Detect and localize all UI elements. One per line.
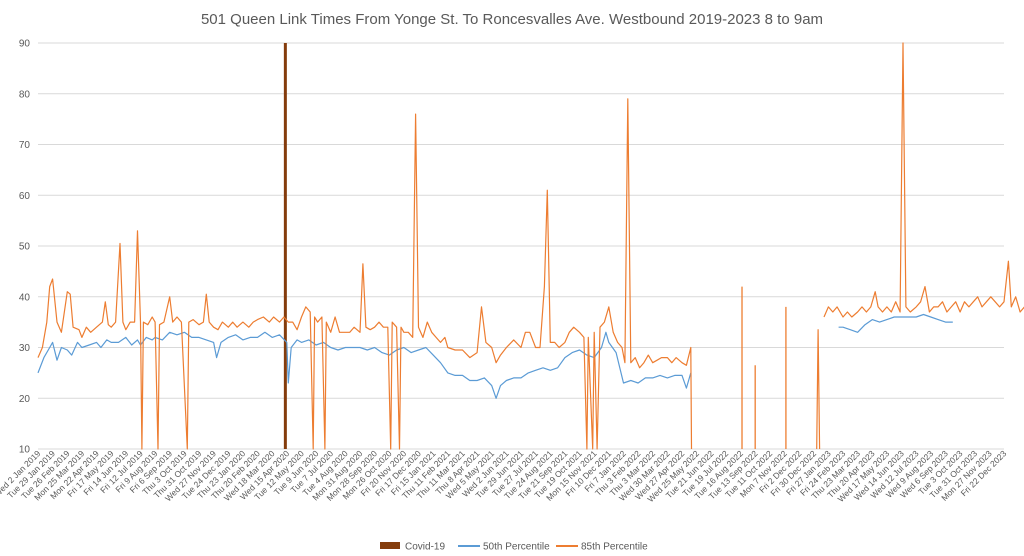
series-layer: [37, 42, 1024, 450]
chart-title: 501 Queen Link Times From Yonge St. To R…: [201, 11, 823, 28]
percentile-85-line: [37, 98, 693, 450]
covid-19-bar: [283, 43, 287, 449]
y-tick-label: 90: [19, 39, 31, 50]
y-tick-label: 10: [19, 445, 31, 456]
percentile-50-line: [838, 313, 953, 333]
percentile-85-line: [823, 42, 1024, 318]
y-axis-ticks: 10 20 30 40 50 60 70 80 90: [19, 39, 31, 456]
y-tick-label: 30: [19, 343, 31, 354]
legend-label: 50th Percentile: [483, 542, 550, 553]
legend: Covid-19 50th Percentile 85th Percentile: [380, 542, 648, 553]
y-tick-label: 60: [19, 191, 31, 202]
y-tick-label: 70: [19, 140, 31, 151]
y-tick-label: 50: [19, 242, 31, 253]
y-tick-label: 40: [19, 292, 31, 303]
legend-swatch: [380, 542, 400, 549]
legend-label: Covid-19: [405, 542, 445, 553]
y-tick-label: 80: [19, 89, 31, 100]
y-tick-label: 20: [19, 394, 31, 405]
legend-label: 85th Percentile: [581, 542, 648, 553]
percentile-85-line: [816, 329, 821, 450]
percentile-50-line: [37, 331, 692, 399]
